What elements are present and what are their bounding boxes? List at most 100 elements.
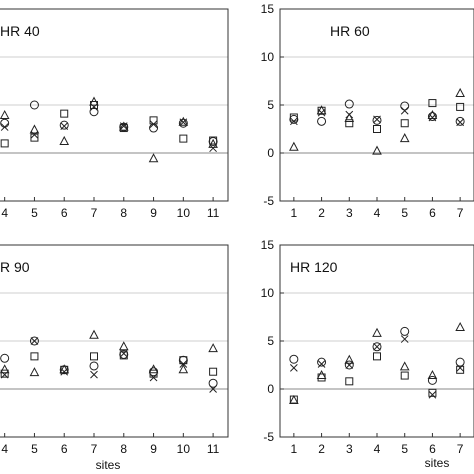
- x-tick-label: 9: [150, 206, 157, 220]
- panel-title: R 90: [0, 259, 30, 275]
- point-x: [60, 122, 69, 130]
- panel-hr60: HR 60 -5 0 5 10 15 1 2 3 4 5 6 7: [261, 2, 474, 220]
- point-square: [119, 351, 128, 360]
- point-square: [179, 356, 188, 365]
- point-square: [289, 395, 298, 404]
- point-circle: [29, 336, 39, 346]
- x-tick-label: 11: [207, 442, 220, 456]
- point-circle: [0, 118, 10, 128]
- point-triangle: [289, 394, 299, 405]
- x-tick-label: 3: [346, 206, 353, 220]
- y-tick-label: 5: [267, 98, 274, 112]
- point-square: [179, 134, 188, 143]
- point-x: [373, 115, 381, 124]
- point-triangle: [316, 369, 327, 380]
- point-square: [428, 388, 437, 397]
- point-triangle: [29, 367, 40, 377]
- point-square: [317, 373, 326, 382]
- panel-title: HR 40: [0, 23, 40, 39]
- point-circle: [289, 114, 299, 124]
- point-circle: [372, 342, 382, 352]
- y-tick-label: -5: [263, 430, 274, 444]
- point-circle: [29, 100, 39, 110]
- x-tick-label: 8: [120, 206, 127, 220]
- point-triangle: [178, 364, 189, 374]
- point-square: [60, 365, 69, 374]
- point-circle: [59, 120, 69, 130]
- point-square: [400, 119, 409, 128]
- point-triangle: [455, 87, 465, 97]
- point-square: [209, 136, 218, 145]
- point-triangle: [89, 329, 99, 339]
- x-tick-label: 6: [429, 442, 436, 456]
- point-square: [209, 367, 218, 376]
- point-x: [209, 385, 217, 393]
- x-tick-label: 4: [374, 442, 381, 456]
- point-circle: [0, 353, 10, 363]
- point-square: [456, 102, 465, 111]
- point-triangle: [29, 124, 40, 134]
- point-triangle: [118, 341, 129, 351]
- point-square: [90, 101, 98, 109]
- x-axis-label-left: sites: [96, 458, 121, 472]
- x-tick-label: 5: [401, 442, 408, 456]
- point-x: [400, 335, 409, 343]
- point-x: [119, 349, 128, 358]
- point-triangle: [148, 364, 159, 374]
- point-x: [179, 118, 188, 127]
- point-x: [290, 364, 298, 372]
- panel-hr120: HR 120 -5 0 5 10 15 1 2 3 4 5 6 7 sites: [261, 238, 474, 470]
- point-triangle: [372, 145, 382, 155]
- point-square: [345, 377, 354, 386]
- y-tick-label: 0: [267, 382, 274, 396]
- point-circle: [89, 361, 99, 371]
- point-square: [428, 99, 437, 108]
- point-triangle: [455, 321, 465, 332]
- x-tick-label: 7: [91, 206, 98, 220]
- point-square: [30, 352, 39, 361]
- x-tick-label: 4: [1, 206, 8, 220]
- point-circle: [400, 101, 410, 111]
- point-square: [289, 113, 298, 122]
- x-tick-label: 6: [61, 206, 68, 220]
- y-tick-label: 5: [267, 334, 274, 348]
- point-x: [119, 122, 128, 130]
- x-tick-label: 10: [177, 442, 191, 456]
- y-tick-label: -5: [263, 194, 274, 208]
- point-triangle: [178, 116, 189, 126]
- x-tick-label: 9: [150, 442, 157, 456]
- point-circle: [372, 115, 382, 125]
- point-circle: [455, 116, 465, 126]
- point-x: [456, 118, 464, 127]
- x-tick-label: 7: [457, 442, 464, 456]
- point-circle: [317, 116, 327, 126]
- x-tick-label: 2: [318, 442, 325, 456]
- point-square: [90, 352, 98, 361]
- x-tick-label: 6: [429, 206, 436, 220]
- point-x: [400, 106, 409, 115]
- point-x: [0, 123, 9, 131]
- point-square: [317, 106, 326, 115]
- point-triangle: [427, 369, 438, 380]
- point-triangle: [0, 364, 10, 374]
- y-tick-label: 15: [261, 238, 275, 252]
- point-circle: [149, 123, 159, 133]
- point-x: [90, 103, 98, 111]
- x-tick-label: 10: [177, 206, 191, 220]
- y-tick-label: 10: [261, 50, 275, 64]
- x-tick-label: 1: [291, 442, 298, 456]
- y-tick-label: 10: [261, 286, 275, 300]
- y-tick-label: 0: [267, 146, 274, 160]
- panel-hr40: HR 40 4 5 6 7 8 9 10 11: [0, 8, 229, 220]
- x-tick-label: 5: [31, 442, 38, 456]
- point-circle: [178, 118, 188, 128]
- point-square: [30, 133, 39, 142]
- point-triangle: [118, 121, 129, 131]
- point-x: [30, 337, 39, 345]
- x-axis-label: sites: [425, 456, 450, 470]
- point-circle: [89, 107, 99, 117]
- point-x: [345, 361, 354, 369]
- point-square: [345, 119, 354, 128]
- point-square: [400, 371, 409, 380]
- point-triangle: [289, 141, 299, 151]
